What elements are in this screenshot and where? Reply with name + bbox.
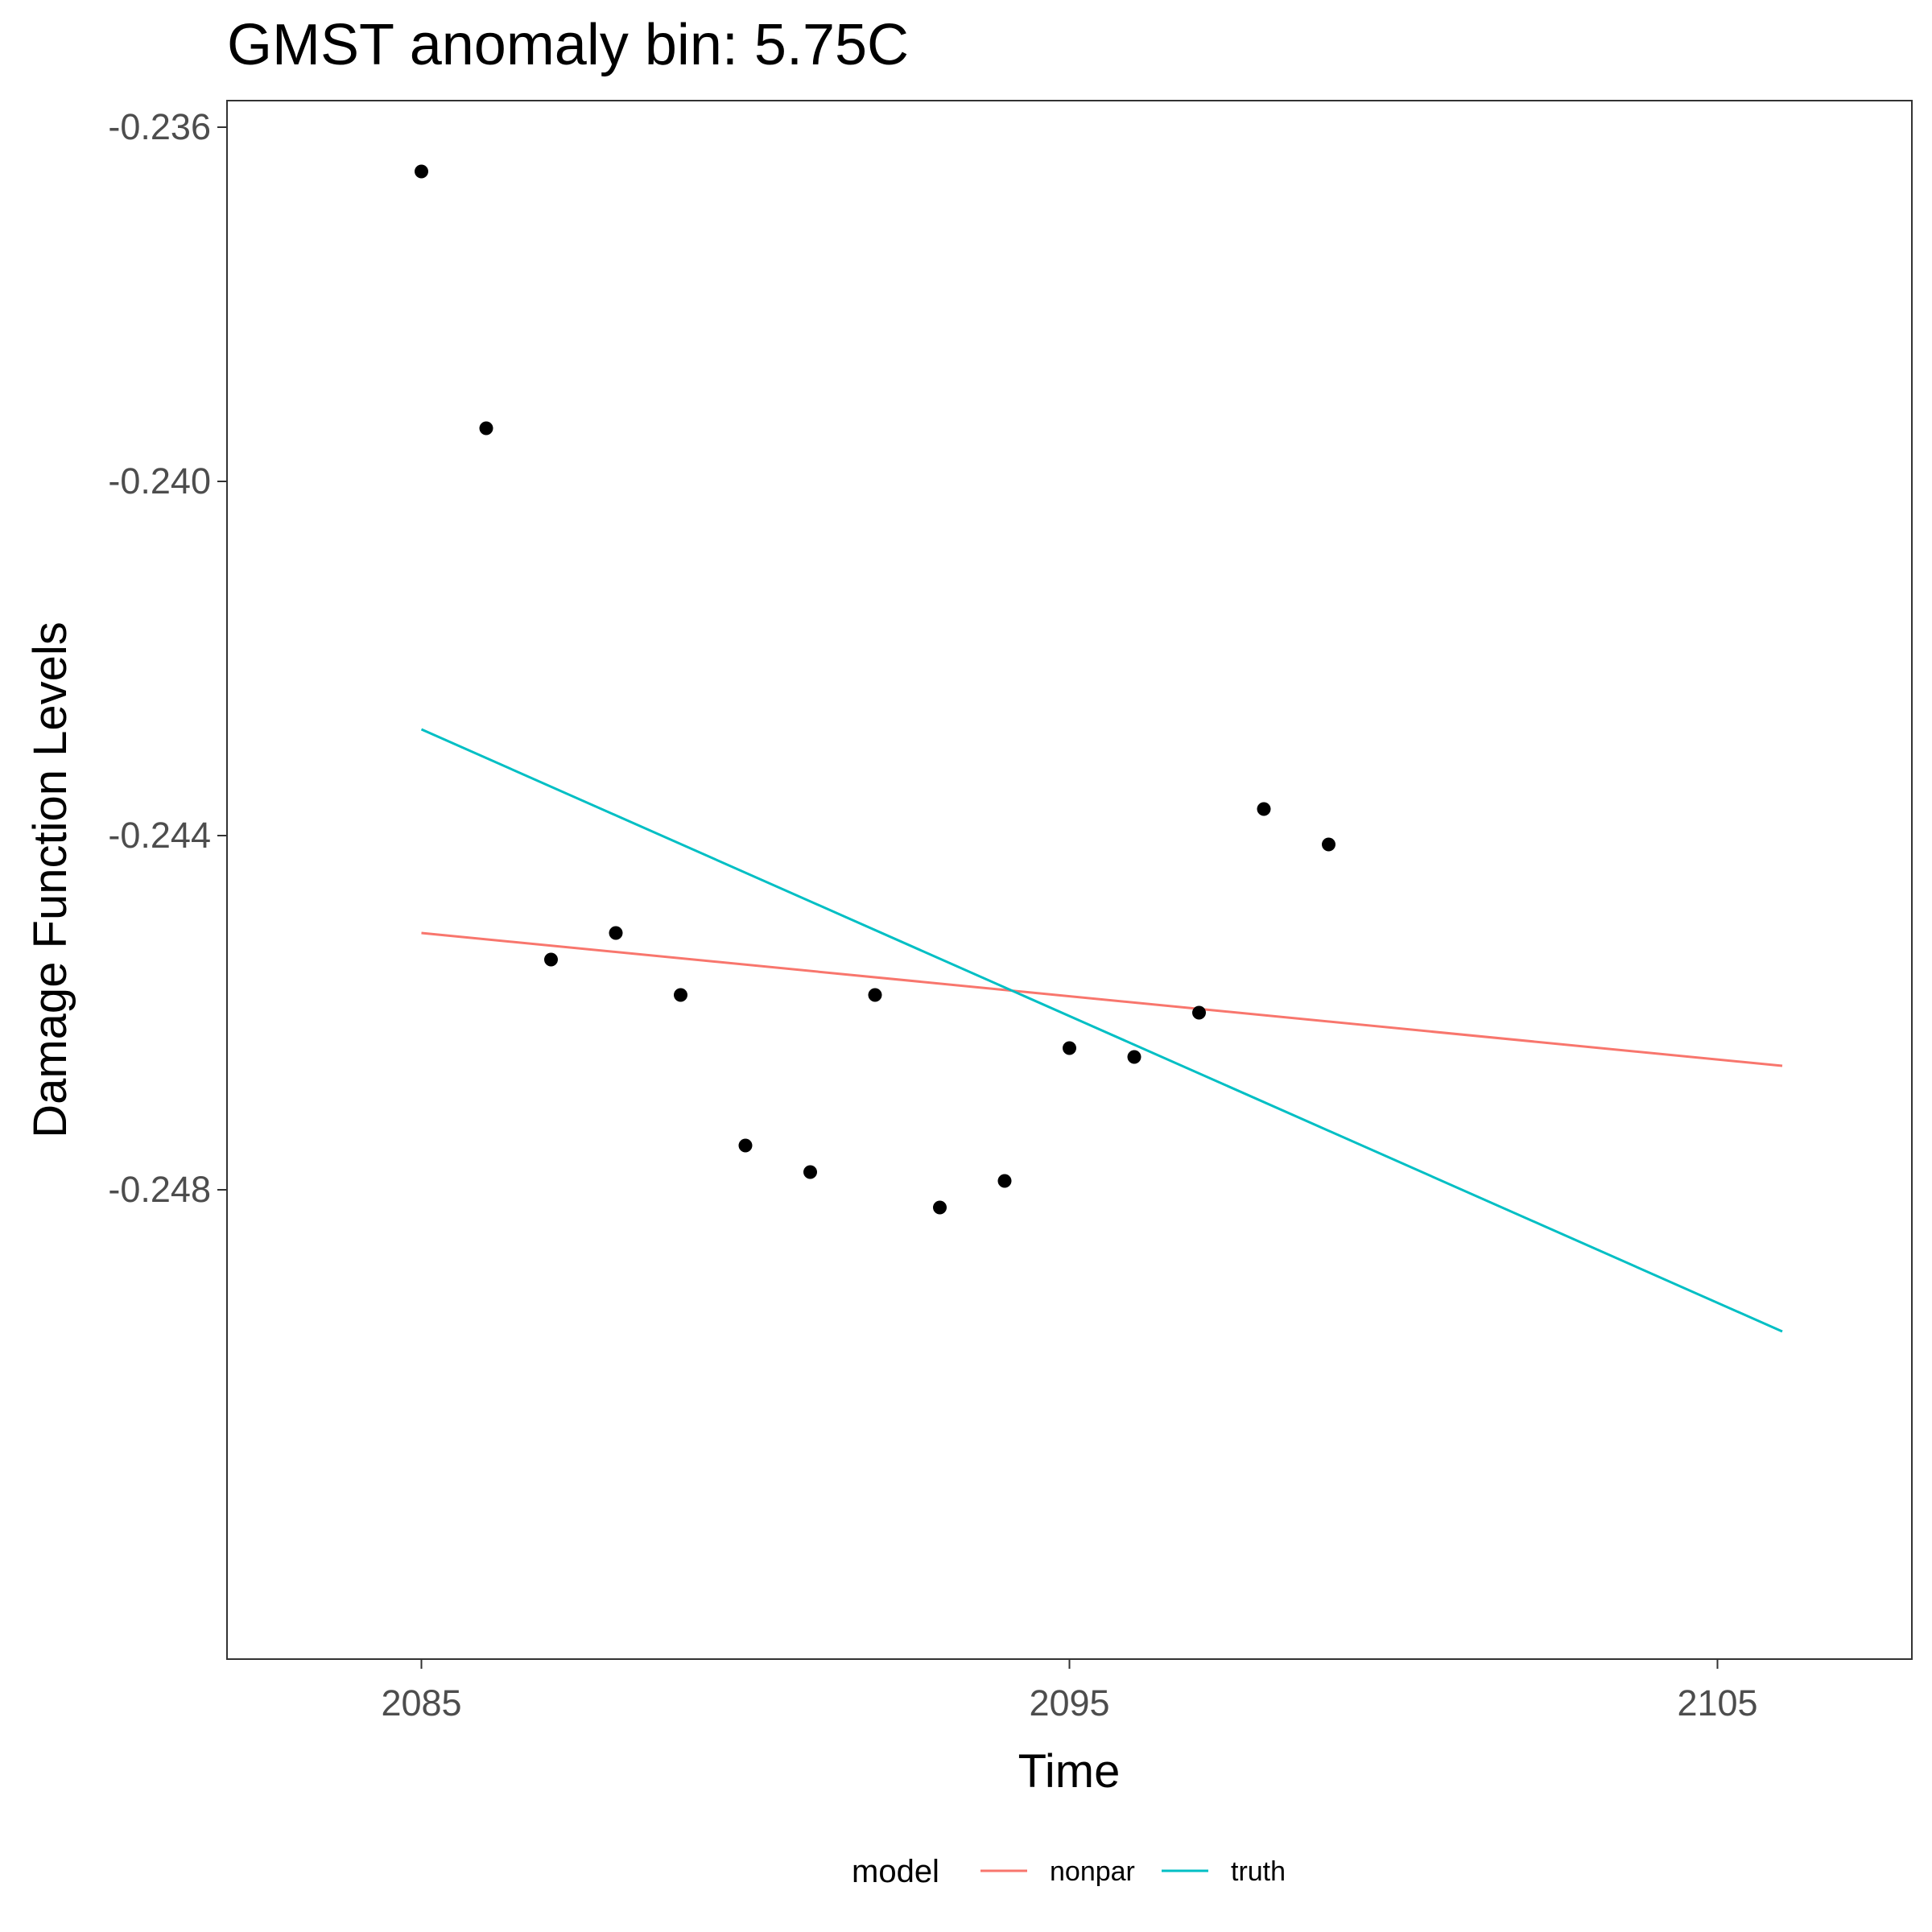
data-point	[997, 1174, 1012, 1188]
legend-items: nonpar truth	[980, 1856, 1286, 1887]
x-tick-label: 2095	[1029, 1682, 1109, 1724]
legend-title: model	[852, 1854, 939, 1889]
line-nonpar	[421, 931, 1783, 1067]
data-point	[1127, 1050, 1141, 1064]
data-point	[738, 1138, 753, 1153]
x-axis-label: Time	[1018, 1745, 1121, 1798]
data-point	[868, 988, 882, 1002]
line-truth	[420, 728, 1783, 1333]
y-tick-label: -0.240	[108, 460, 211, 502]
y-tick-label: -0.236	[108, 106, 211, 147]
data-point	[1322, 837, 1335, 852]
data-point	[479, 421, 493, 436]
y-axis: -0.236 -0.240 -0.244 -0.248	[108, 106, 227, 1210]
legend-label-truth: truth	[1231, 1856, 1286, 1887]
data-point	[544, 952, 558, 967]
x-tick-label: 2105	[1677, 1682, 1757, 1724]
y-tick-label: -0.244	[108, 815, 211, 856]
data-point	[933, 1200, 947, 1215]
data-point	[1192, 1005, 1206, 1020]
legend-label-nonpar: nonpar	[1050, 1856, 1135, 1887]
data-point	[1063, 1041, 1076, 1055]
data-point	[1257, 802, 1271, 816]
plot-area: -0.236 -0.240 -0.244 -0.248 2085 2095 2105	[108, 100, 1913, 1724]
chart-title: GMST anomaly bin: 5.75C	[227, 13, 909, 77]
data-point	[609, 926, 623, 940]
x-axis: 2085 2095 2105	[381, 1659, 1758, 1724]
data-points	[415, 164, 1335, 1215]
y-axis-label: Damage Function Levels	[24, 621, 76, 1138]
model-lines	[420, 728, 1783, 1333]
data-point	[415, 164, 428, 179]
plot-panel-border	[226, 100, 1913, 1660]
x-tick-label: 2085	[381, 1682, 461, 1724]
data-point	[803, 1165, 817, 1179]
legend: model nonpar truth	[852, 1854, 1286, 1889]
data-point	[674, 988, 687, 1002]
y-tick-label: -0.248	[108, 1169, 211, 1210]
